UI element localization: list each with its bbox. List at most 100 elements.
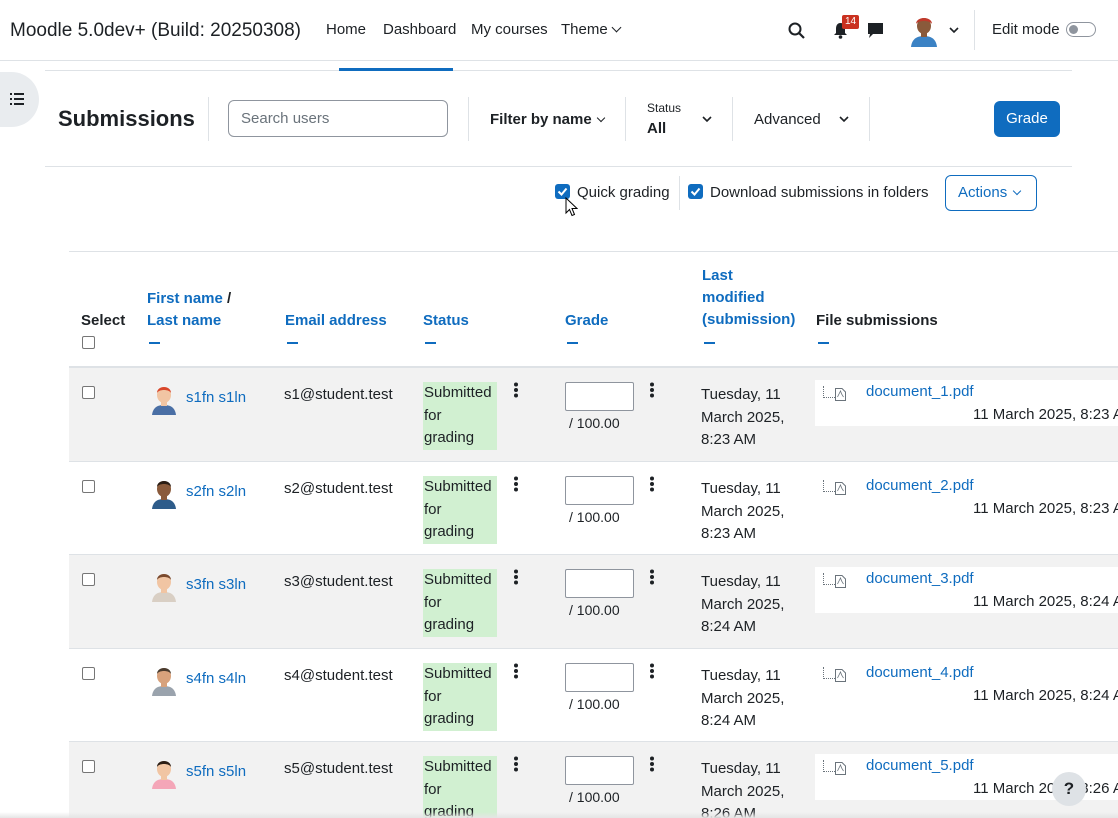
divider: [679, 176, 680, 210]
divider: [732, 97, 733, 141]
grade-input[interactable]: [565, 569, 634, 598]
grade-input[interactable]: [565, 663, 634, 692]
status-menu-icon[interactable]: [513, 476, 519, 492]
date-line: March 2025,: [701, 595, 785, 613]
grade-button[interactable]: Grade: [994, 101, 1060, 137]
grade-input[interactable]: [565, 476, 634, 505]
filter-by-name-dropdown[interactable]: Filter by name: [490, 111, 605, 128]
status-menu-icon[interactable]: [513, 569, 519, 585]
table-row: s1fn s1ln s1@student.test Submitted for grad…: [69, 368, 1118, 462]
student-name-link[interactable]: s3fn s3ln: [186, 576, 247, 593]
status-menu-icon[interactable]: [513, 756, 519, 772]
nav-theme[interactable]: Theme: [561, 21, 622, 38]
divider: [45, 166, 1072, 167]
sort-last-modified-link[interactable]: Last modified (submission): [702, 265, 795, 331]
sort-last-name-link[interactable]: Last name: [147, 312, 222, 329]
grade-menu-icon[interactable]: [649, 382, 655, 398]
collapse-column-icon[interactable]: [287, 342, 298, 344]
student-name-link[interactable]: s4fn s4ln: [186, 670, 247, 687]
column-header-file-submissions: File submissions: [816, 312, 938, 329]
last-modified-line-3: (submission): [702, 311, 796, 328]
date-line: March 2025,: [701, 782, 785, 800]
collapse-column-icon[interactable]: [567, 342, 578, 344]
nav-my-courses[interactable]: My courses: [471, 21, 548, 38]
row-select-checkbox[interactable]: [82, 573, 95, 586]
file-submission: document_2.pdf 11 March 2025, 8:23 AM: [815, 474, 1118, 520]
nav-home[interactable]: Home: [326, 21, 367, 38]
grade-max-label: / 100.00: [569, 509, 620, 525]
row-select-checkbox[interactable]: [82, 386, 95, 399]
download-in-folders-checkbox[interactable]: [688, 184, 703, 199]
sort-status-link[interactable]: Status: [423, 312, 469, 329]
submission-status-badge: Submitted for grading: [423, 382, 497, 450]
student-name-link[interactable]: s2fn s2ln: [186, 483, 247, 500]
nav-dashboard[interactable]: Dashboard: [383, 21, 457, 38]
file-date: 11 March 2025, 8:23 AM: [973, 406, 1118, 423]
course-index-toggle[interactable]: [0, 72, 39, 127]
chevron-down-icon[interactable]: [949, 27, 959, 34]
student-name-link[interactable]: s5fn s5ln: [186, 763, 247, 780]
quick-grading-checkbox[interactable]: [555, 184, 570, 199]
status-line: for: [424, 687, 442, 705]
collapse-column-icon[interactable]: [425, 342, 436, 344]
collapse-column-icon[interactable]: [149, 342, 160, 344]
status-menu-icon[interactable]: [513, 663, 519, 679]
file-link[interactable]: document_4.pdf: [866, 664, 974, 681]
grade-input[interactable]: [565, 756, 634, 785]
collapse-column-icon[interactable]: [818, 342, 829, 344]
sort-email-link[interactable]: Email address: [285, 312, 387, 329]
chevron-down-icon[interactable]: [839, 116, 849, 123]
edit-mode-toggle[interactable]: [1066, 22, 1096, 37]
footer-edge: [0, 812, 1118, 818]
grade-max-label: / 100.00: [569, 789, 620, 805]
grade-input[interactable]: [565, 382, 634, 411]
file-link[interactable]: document_5.pdf: [866, 757, 974, 774]
chevron-down-icon[interactable]: [702, 116, 712, 123]
status-line: for: [424, 593, 442, 611]
row-select-checkbox[interactable]: [82, 760, 95, 773]
quick-grading-label[interactable]: Quick grading: [577, 184, 670, 201]
tree-connector: [823, 386, 835, 398]
status-line: Submitted: [424, 478, 492, 495]
student-avatar: [148, 569, 180, 602]
chat-icon[interactable]: [867, 22, 884, 39]
student-avatar: [148, 476, 180, 509]
row-select-checkbox[interactable]: [82, 667, 95, 680]
column-header-name: First name /: [147, 288, 231, 310]
actions-button[interactable]: Actions: [945, 175, 1037, 211]
date-line: Tuesday, 11: [701, 760, 781, 777]
file-link[interactable]: document_1.pdf: [866, 383, 974, 400]
row-select-checkbox[interactable]: [82, 480, 95, 493]
status-menu-icon[interactable]: [513, 382, 519, 398]
status-line: Submitted: [424, 384, 492, 401]
file-date: 11 March 2025, 8:24 AM: [973, 687, 1118, 704]
search-icon[interactable]: [788, 22, 805, 39]
file-link[interactable]: document_2.pdf: [866, 477, 974, 494]
grade-menu-icon[interactable]: [649, 663, 655, 679]
advanced-filter-dropdown[interactable]: Advanced: [754, 111, 821, 128]
status-filter-label: Status: [647, 101, 682, 115]
sort-grade-link[interactable]: Grade: [565, 312, 609, 329]
student-name-link[interactable]: s1fn s1ln: [186, 389, 247, 406]
notification-count-badge: 14: [842, 15, 860, 29]
grade-menu-icon[interactable]: [649, 569, 655, 585]
sort-first-name-link[interactable]: First name: [147, 290, 223, 307]
date-line: Tuesday, 11: [701, 480, 781, 497]
user-avatar[interactable]: [908, 13, 940, 47]
grade-menu-icon[interactable]: [649, 756, 655, 772]
divider: [69, 366, 1118, 368]
status-filter-value[interactable]: All: [647, 120, 667, 137]
last-modified-date: Tuesday, 11 March 2025, 8:23 AM: [701, 384, 811, 452]
grade-menu-icon[interactable]: [649, 476, 655, 492]
search-users-input[interactable]: [228, 100, 448, 137]
download-in-folders-label[interactable]: Download submissions in folders: [710, 184, 929, 201]
date-line: March 2025,: [701, 689, 785, 707]
select-all-checkbox[interactable]: [82, 336, 95, 349]
help-button[interactable]: ?: [1052, 772, 1086, 806]
submission-status-badge: Submitted for grading: [423, 756, 497, 818]
divider: [69, 251, 1118, 252]
file-link[interactable]: document_3.pdf: [866, 570, 974, 587]
collapse-column-icon[interactable]: [704, 342, 715, 344]
site-name[interactable]: Moodle 5.0dev+ (Build: 20250308): [10, 20, 302, 41]
status-line: Submitted: [424, 665, 492, 682]
